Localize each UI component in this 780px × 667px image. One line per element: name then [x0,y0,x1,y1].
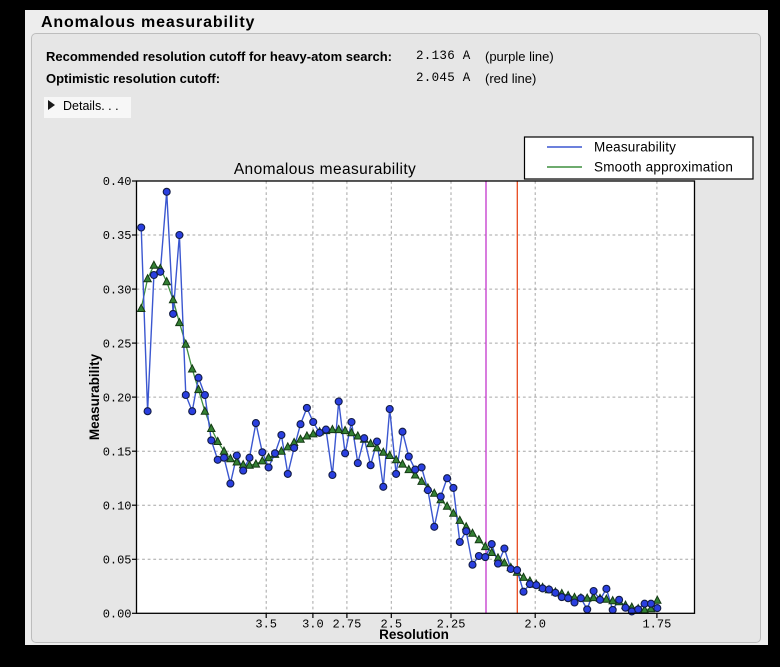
svg-text:3.5: 3.5 [255,618,277,632]
svg-text:3.0: 3.0 [302,618,324,632]
svg-text:0.20: 0.20 [103,391,132,405]
svg-text:2.0: 2.0 [524,618,546,632]
svg-text:Smooth approximation: Smooth approximation [594,160,733,175]
svg-text:0.00: 0.00 [103,608,132,622]
svg-text:Resolution: Resolution [379,627,449,642]
svg-text:0.35: 0.35 [103,229,132,243]
svg-text:0.10: 0.10 [103,499,132,513]
svg-text:Measurability: Measurability [87,353,102,440]
svg-text:2.5: 2.5 [380,618,402,632]
svg-text:1.75: 1.75 [642,618,671,632]
svg-text:0.30: 0.30 [103,283,132,297]
svg-text:2.25: 2.25 [437,618,466,632]
svg-text:Anomalous measurability: Anomalous measurability [234,161,416,178]
svg-text:0.25: 0.25 [103,337,132,351]
svg-text:0.40: 0.40 [103,175,132,189]
svg-text:2.75: 2.75 [332,618,361,632]
svg-text:0.15: 0.15 [103,445,132,459]
svg-text:0.05: 0.05 [103,554,132,568]
svg-text:Measurability: Measurability [594,140,676,155]
